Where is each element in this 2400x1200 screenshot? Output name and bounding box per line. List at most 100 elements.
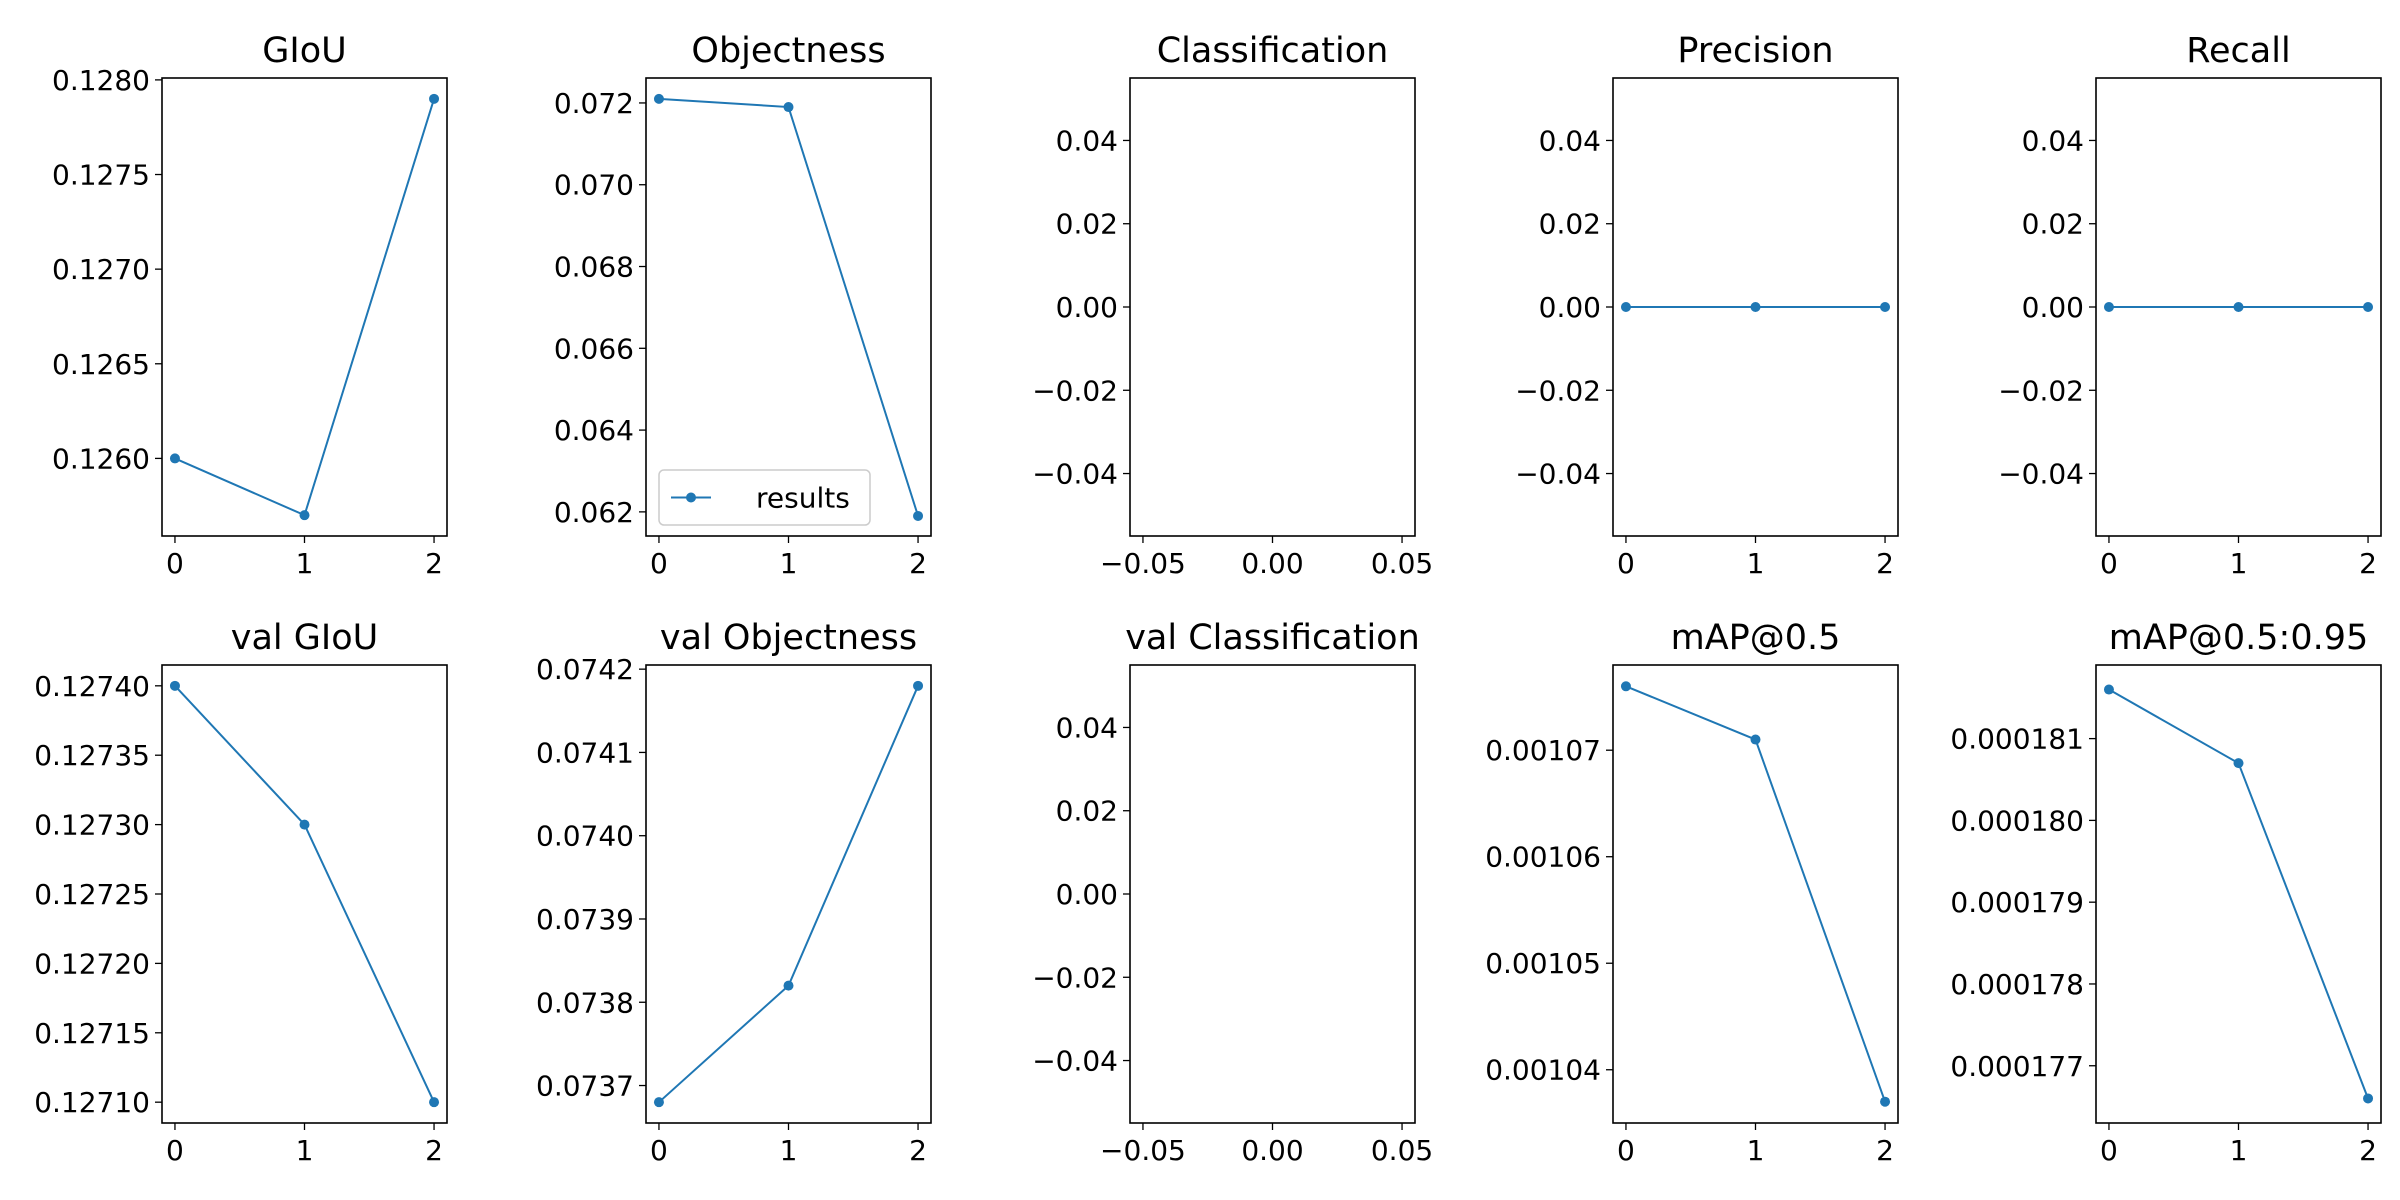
y-tick-label: 0.1265 xyxy=(52,348,150,381)
y-tick-label: 0.072 xyxy=(554,87,634,120)
data-point xyxy=(2363,302,2374,312)
y-tick-label: 0.00 xyxy=(2022,291,2084,324)
data-point xyxy=(2103,684,2114,695)
x-tick-label: 1 xyxy=(296,547,314,580)
data-point xyxy=(299,510,310,521)
y-tick-label: 0.00104 xyxy=(1485,1054,1601,1087)
x-tick-label: 1 xyxy=(2230,547,2248,580)
subplot-title: val Classification xyxy=(1125,618,1420,658)
y-tick-label: 0.02 xyxy=(2022,208,2084,241)
x-tick-label: −0.05 xyxy=(1100,1134,1186,1167)
y-tick-label: 0.02 xyxy=(1056,795,1118,828)
series-line xyxy=(658,97,919,517)
subplot-title: Objectness xyxy=(691,31,885,71)
x-tick-label: 1 xyxy=(296,1134,314,1167)
x-tick-label: 1 xyxy=(780,547,798,580)
y-tick-label: 0.12715 xyxy=(34,1017,150,1050)
data-point xyxy=(299,819,310,830)
y-tick-label: 0.04 xyxy=(1056,711,1118,744)
x-tick-label: 0 xyxy=(650,1134,668,1167)
x-tick-label: 0 xyxy=(166,1134,184,1167)
data-point xyxy=(429,93,440,104)
legend: results xyxy=(658,469,871,526)
axes-frame xyxy=(1612,664,1899,1124)
data-point xyxy=(429,1097,440,1108)
series-line xyxy=(174,98,436,517)
x-tick-label: 1 xyxy=(1747,1134,1765,1167)
x-tick-label: 0.00 xyxy=(1241,1134,1303,1167)
x-tick-label: 0.05 xyxy=(1371,1134,1433,1167)
y-tick-label: 0.1275 xyxy=(52,159,150,192)
x-tick-label: 0 xyxy=(2100,1134,2118,1167)
subplot: Classification −0.05 0.00 0.05 −0.04 −0.02 0.0… xyxy=(1032,31,1433,580)
y-tick-label: 0.0737 xyxy=(536,1070,634,1103)
y-tick-label: 0.1260 xyxy=(52,442,150,475)
x-tick-label: 2 xyxy=(2359,1134,2377,1167)
y-tick-label: 0.064 xyxy=(554,414,634,447)
y-tick-label: 0.066 xyxy=(554,332,634,365)
data-point xyxy=(1880,1096,1891,1107)
y-tick-label: 0.12735 xyxy=(34,739,150,772)
axes-frame xyxy=(645,664,932,1124)
subplot-title: Classification xyxy=(1157,31,1389,71)
data-point xyxy=(913,680,924,691)
y-tick-label: 0.0741 xyxy=(536,736,634,769)
x-tick-label: 1 xyxy=(2230,1134,2248,1167)
y-tick-label: −0.04 xyxy=(1032,1045,1118,1078)
x-tick-label: 2 xyxy=(909,547,927,580)
x-tick-label: 0.05 xyxy=(1371,547,1433,580)
x-tick-label: 2 xyxy=(425,1134,443,1167)
series-line xyxy=(2108,688,2369,1099)
x-tick-label: 1 xyxy=(1747,547,1765,580)
series-line xyxy=(174,685,435,1103)
subplot-title: Precision xyxy=(1677,31,1833,71)
data-point xyxy=(2363,1093,2374,1104)
x-tick-label: 2 xyxy=(425,547,443,580)
y-tick-label: 0.1270 xyxy=(52,253,150,286)
data-point xyxy=(1620,681,1631,692)
subplot: mAP@0.5:0.95 0 1 2 0.000177 0.000178 0.000179 0… xyxy=(1950,618,2382,1167)
y-tick-label: 0.00105 xyxy=(1485,947,1601,980)
x-tick-label: 2 xyxy=(1876,1134,1894,1167)
data-point xyxy=(913,510,924,521)
data-point xyxy=(2233,758,2244,769)
subplot: val Objectness 0 1 2 0.0737 0.0738 0.0739 0.074… xyxy=(536,618,932,1167)
axes-frame xyxy=(1129,77,1416,537)
data-point xyxy=(653,93,664,104)
y-tick-label: 0.000177 xyxy=(1950,1050,2084,1083)
x-tick-label: 0.00 xyxy=(1241,547,1303,580)
subplot: GIoU 0 1 2 0.1260 0.1265 0.1270 0.1275 0.1280 xyxy=(52,31,448,580)
axes-frame xyxy=(161,77,448,537)
y-tick-label: 0.000180 xyxy=(1950,804,2084,837)
y-tick-label: 0.00 xyxy=(1056,878,1118,911)
y-tick-label: 0.000179 xyxy=(1950,886,2084,919)
data-point xyxy=(169,680,180,691)
y-tick-label: 0.0739 xyxy=(536,903,634,936)
y-tick-label: 0.062 xyxy=(554,496,634,529)
y-tick-label: 0.0738 xyxy=(536,986,634,1019)
x-tick-label: 2 xyxy=(1876,547,1894,580)
data-point xyxy=(783,102,794,113)
x-tick-label: −0.05 xyxy=(1100,547,1186,580)
x-tick-label: 1 xyxy=(780,1134,798,1167)
series-line xyxy=(658,685,919,1103)
axes-frame xyxy=(161,664,448,1124)
data-point xyxy=(653,1097,664,1108)
y-tick-label: 0.1280 xyxy=(52,64,150,97)
subplot-title: val Objectness xyxy=(660,618,917,658)
axes-frame xyxy=(2095,77,2382,537)
subplot-title: Recall xyxy=(2186,31,2290,71)
data-point xyxy=(1750,302,1761,312)
axes-frame xyxy=(1612,77,1899,537)
legend-box xyxy=(658,469,871,526)
y-tick-label: −0.04 xyxy=(1032,458,1118,491)
data-point xyxy=(169,453,180,464)
subplot-title: mAP@0.5:0.95 xyxy=(2109,618,2369,658)
data-point xyxy=(2233,302,2244,312)
subplot: val GIoU 0 1 2 0.12710 0.12715 0.12720 0.12725 0… xyxy=(34,618,448,1167)
y-tick-label: 0.04 xyxy=(1056,124,1118,157)
legend-marker xyxy=(686,492,696,503)
y-tick-label: 0.00106 xyxy=(1485,841,1601,874)
y-tick-label: 0.12730 xyxy=(34,809,150,842)
